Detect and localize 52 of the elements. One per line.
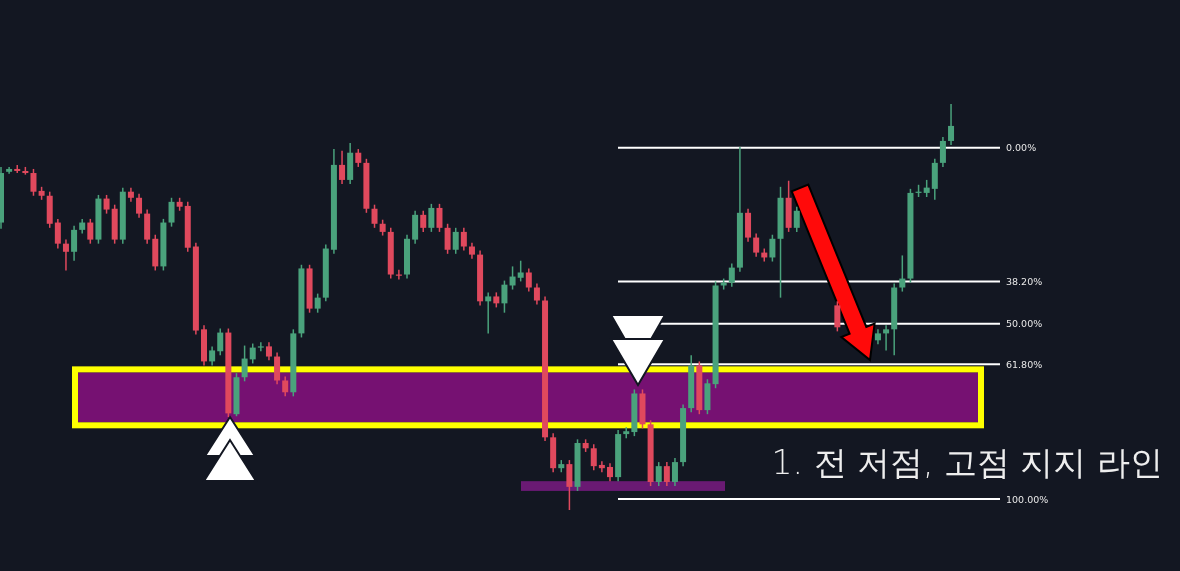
- candlestick: [566, 459, 573, 511]
- candlestick: [249, 342, 256, 365]
- candlestick: [623, 426, 630, 439]
- candlestick: [899, 254, 906, 293]
- candlestick: [663, 461, 670, 487]
- text: 38.20%: [1006, 275, 1043, 287]
- candlestick: [728, 262, 735, 288]
- candlestick: [14, 164, 21, 174]
- candlestick: [525, 267, 532, 293]
- text: 100.00%: [1006, 493, 1049, 505]
- candlestick: [769, 233, 776, 263]
- candlestick: [30, 168, 37, 197]
- text: 61.80%: [1006, 358, 1043, 370]
- candlestick: [420, 210, 427, 233]
- candlestick: [533, 282, 540, 306]
- candlestick: [136, 192, 143, 219]
- candlestick: [428, 203, 435, 233]
- candlestick: [168, 197, 175, 228]
- candlestick: [444, 223, 451, 255]
- annotation: 1. 전 저점, 고점 지지 라인: [771, 443, 1163, 482]
- candlestick: [339, 149, 346, 185]
- candlestick: [948, 103, 955, 146]
- candlestick: [501, 279, 508, 314]
- candlestick: [452, 227, 459, 255]
- candlestick: [753, 232, 760, 258]
- candlestick: [671, 457, 678, 487]
- candlestick: [590, 443, 597, 471]
- candlestick: [103, 194, 110, 215]
- candlestick: [460, 227, 467, 252]
- text: 0.00%: [1006, 142, 1037, 154]
- candlestick: [517, 259, 524, 283]
- candlestick: [883, 324, 890, 352]
- candlestick: [87, 218, 94, 245]
- candlestick: [793, 205, 800, 233]
- candlestick: [217, 327, 224, 357]
- candlestick: [257, 341, 264, 352]
- candlestick: [62, 238, 69, 272]
- candlestick: [71, 225, 78, 262]
- candlestick: [939, 136, 946, 168]
- candlestick: [314, 292, 321, 314]
- candlestick: [54, 218, 61, 250]
- candlestick: [241, 344, 248, 383]
- candlestick: [598, 460, 605, 473]
- candlestick: [834, 300, 841, 333]
- text: 50.00%: [1006, 318, 1043, 330]
- candlestick: [282, 375, 289, 398]
- candlestick: [655, 461, 662, 487]
- candlestick: [209, 345, 216, 367]
- candlestick: [485, 291, 492, 335]
- candlestick: [436, 203, 443, 233]
- candlestick: [371, 203, 378, 229]
- candlestick: [274, 351, 281, 385]
